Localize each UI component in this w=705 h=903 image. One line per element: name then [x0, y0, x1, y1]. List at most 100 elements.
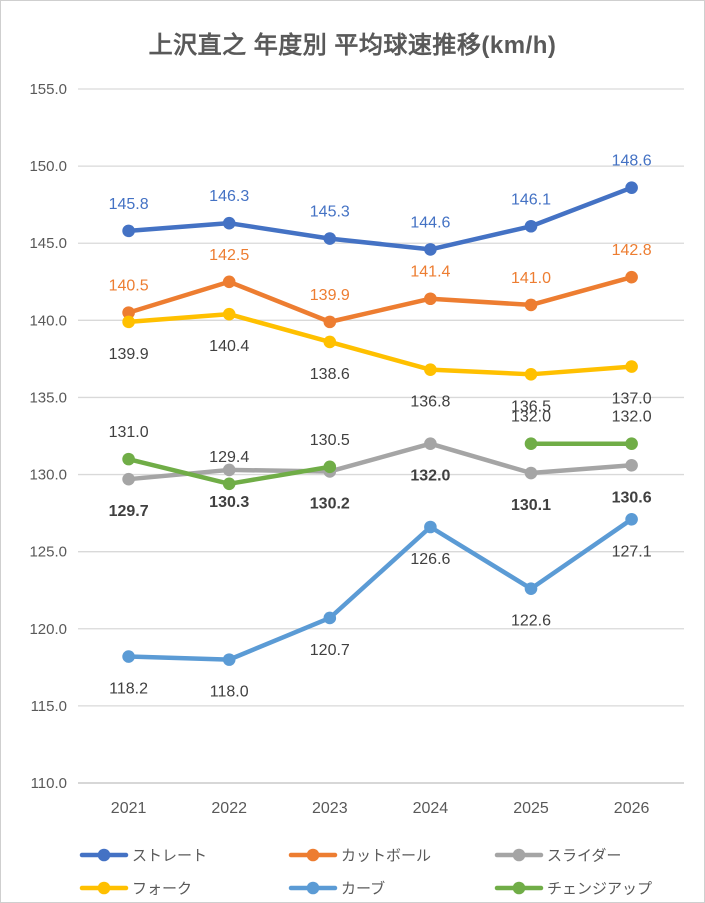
series-line-slider	[126, 441, 634, 482]
data-point-marker-straight	[323, 232, 337, 245]
x-tick-label: 2021	[111, 800, 147, 817]
y-tick-label: 110.0	[31, 775, 67, 792]
data-point-marker-cutball	[424, 292, 437, 306]
data-point-marker-curve	[524, 582, 538, 595]
data-point-marker-changeup	[625, 437, 638, 451]
legend-item-fork: フォーク	[79, 881, 192, 898]
data-label-fork: 138.6	[310, 366, 350, 383]
data-point-marker-cutball	[625, 270, 638, 284]
data-point-marker-cutball	[222, 275, 236, 289]
data-label-fork: 139.9	[109, 346, 149, 363]
data-label-cutball: 142.8	[612, 242, 652, 259]
data-label-straight: 144.6	[410, 214, 450, 231]
data-label-cutball: 141.0	[511, 270, 551, 287]
y-tick-label: 135.0	[29, 389, 67, 406]
data-point-marker-straight	[122, 224, 135, 238]
data-point-marker-straight	[524, 219, 538, 233]
data-point-marker-fork	[222, 307, 236, 321]
data-label-slider: 130.2	[310, 495, 350, 512]
data-point-marker-straight	[222, 216, 236, 230]
legend-label-changeup: チェンジアップ	[547, 881, 652, 898]
y-tick-label: 145.0	[29, 235, 67, 252]
data-point-marker-straight	[625, 181, 638, 195]
data-label-straight: 145.3	[310, 204, 350, 221]
data-label-slider: 130.3	[209, 494, 249, 511]
data-label-slider: 129.7	[109, 503, 149, 520]
data-point-marker-slider	[424, 437, 437, 451]
data-point-marker-fork	[625, 360, 638, 373]
data-point-marker-changeup	[323, 460, 337, 474]
data-label-curve: 118.2	[109, 681, 148, 698]
series-line-straight	[126, 185, 634, 252]
data-label-cutball: 140.5	[109, 278, 149, 295]
legend-item-slider: スライダー	[494, 848, 621, 865]
data-label-slider: 132.0	[410, 468, 450, 485]
data-point-marker-slider	[524, 466, 538, 480]
legend-label-cutball: カットボール	[341, 848, 431, 865]
data-point-marker-cutball	[524, 298, 538, 312]
x-tick-label: 2026	[614, 800, 650, 817]
data-point-marker-slider	[122, 472, 135, 486]
data-label-slider: 130.6	[612, 489, 652, 506]
legend-item-changeup: チェンジアップ	[494, 881, 652, 898]
data-point-marker-straight	[424, 243, 437, 256]
legend-dot-marker-changeup	[512, 881, 526, 895]
y-tick-label: 115.0	[31, 698, 67, 715]
data-label-curve: 127.1	[612, 543, 652, 560]
legend-dot-marker-straight	[97, 848, 111, 862]
data-point-marker-cutball	[323, 315, 337, 329]
data-label-cutball: 142.5	[209, 247, 249, 264]
legend-dot-marker-fork	[97, 881, 111, 895]
data-point-marker-fork	[524, 368, 538, 381]
series-line-fork	[126, 311, 634, 377]
series-line-curve	[126, 517, 634, 662]
y-tick-label: 140.0	[29, 312, 67, 329]
legend-item-curve: カーブ	[288, 880, 385, 898]
data-label-straight: 146.1	[511, 191, 551, 208]
data-label-curve: 118.0	[210, 684, 249, 701]
data-label-changeup: 132.0	[612, 409, 652, 426]
y-tick-label: 130.0	[29, 467, 67, 484]
data-point-marker-curve	[323, 611, 337, 625]
data-point-marker-changeup	[122, 452, 135, 466]
legend-dot-marker-cutball	[306, 848, 320, 862]
legend-dot-marker-curve	[306, 881, 320, 895]
legend-label-straight: ストレート	[132, 848, 207, 865]
data-label-cutball: 139.9	[310, 287, 350, 304]
data-point-marker-fork	[122, 315, 135, 329]
chart-title: 上沢直之 年度別 平均球速推移(km/h)	[148, 32, 557, 59]
data-label-cutball: 141.4	[410, 264, 450, 281]
x-tick-label: 2024	[413, 800, 449, 817]
data-label-fork: 137.0	[612, 391, 652, 408]
data-label-straight: 148.6	[612, 153, 652, 170]
data-point-marker-fork	[323, 335, 337, 349]
x-tick-label: 2025	[513, 800, 549, 817]
data-point-marker-curve	[122, 650, 135, 663]
data-label-fork: 140.4	[209, 338, 249, 355]
legend-item-cutball: カットボール	[288, 848, 431, 865]
data-label-fork: 136.5	[511, 398, 551, 415]
legend-label-slider: スライダー	[547, 848, 621, 865]
data-label-curve: 122.6	[511, 613, 551, 630]
data-label-changeup: 129.4	[209, 449, 249, 466]
data-point-marker-fork	[424, 363, 437, 376]
legend-dot-marker-slider	[512, 848, 526, 862]
data-point-marker-changeup	[524, 437, 538, 451]
data-label-slider: 130.1	[511, 497, 551, 514]
data-point-marker-curve	[625, 512, 638, 526]
legend-label-fork: フォーク	[132, 881, 192, 898]
data-point-marker-slider	[222, 463, 236, 477]
data-point-marker-curve	[424, 520, 437, 534]
data-label-fork: 136.8	[410, 394, 450, 411]
data-label-curve: 120.7	[310, 642, 350, 659]
data-label-straight: 145.8	[109, 196, 149, 213]
data-point-marker-changeup	[222, 477, 236, 491]
y-tick-label: 155.0	[29, 81, 67, 98]
y-tick-label: 150.0	[29, 158, 67, 175]
data-point-marker-cutball	[122, 306, 135, 319]
y-tick-label: 125.0	[29, 544, 67, 561]
data-label-straight: 146.3	[209, 188, 249, 205]
x-tick-label: 2022	[211, 800, 247, 817]
